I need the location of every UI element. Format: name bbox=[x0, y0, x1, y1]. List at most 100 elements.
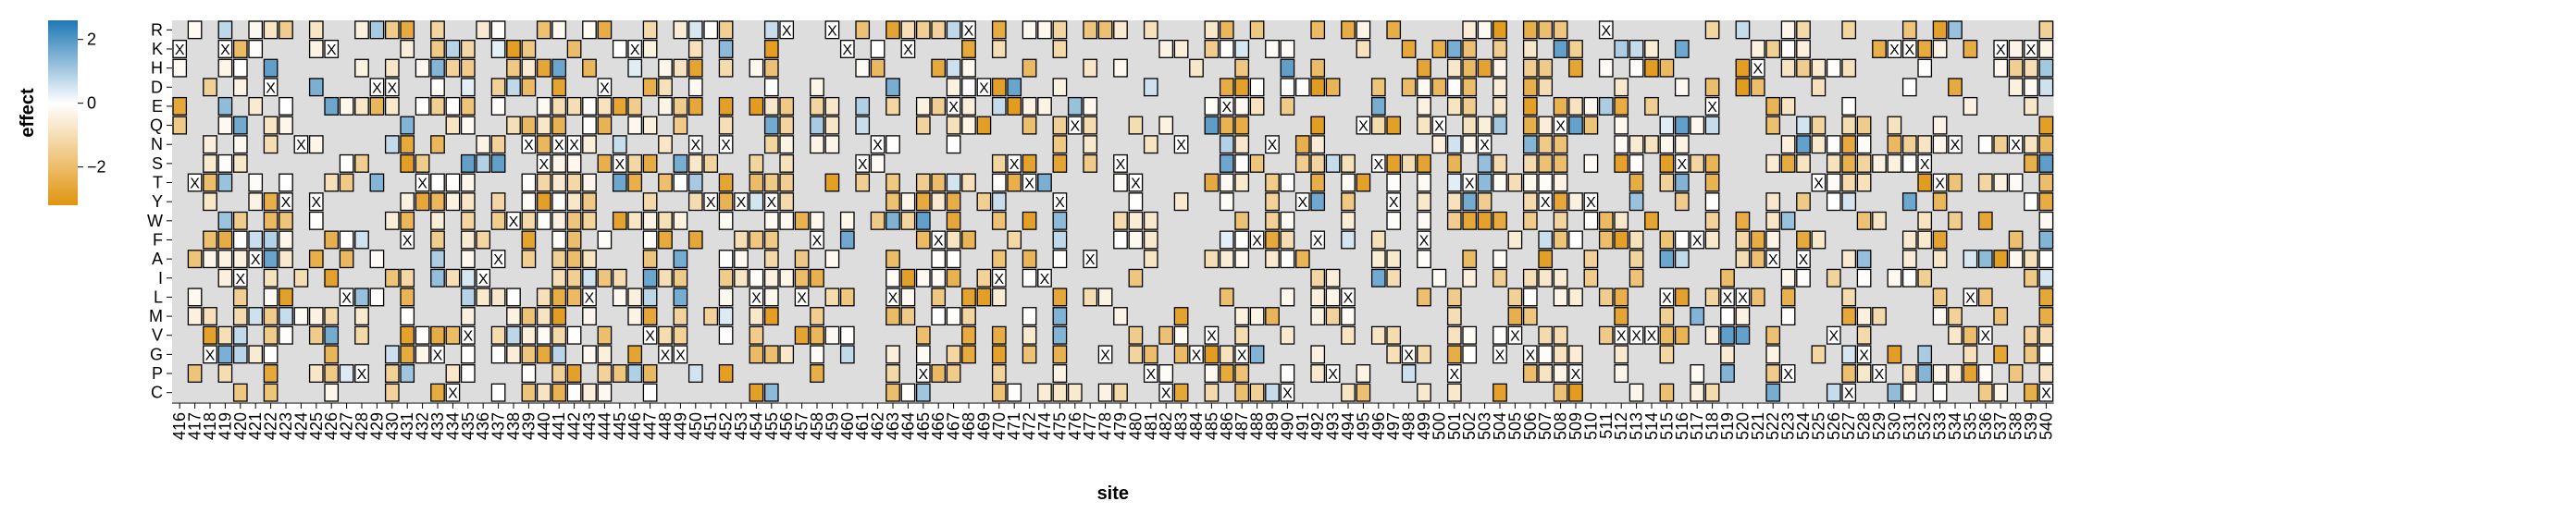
wildtype-marker: X bbox=[964, 23, 974, 39]
heatmap-cell bbox=[1704, 78, 1720, 97]
heatmap-cell bbox=[1735, 58, 1751, 78]
heatmap-cell bbox=[1765, 383, 1781, 402]
heatmap-cell-wildtype bbox=[460, 325, 476, 345]
heatmap-cell bbox=[308, 135, 324, 154]
heatmap-cell bbox=[946, 307, 961, 326]
heatmap-cell bbox=[1492, 96, 1507, 116]
heatmap-cell bbox=[1811, 116, 1827, 135]
heatmap-cell bbox=[1386, 173, 1402, 192]
heatmap-cell bbox=[1690, 153, 1705, 173]
wildtype-marker: X bbox=[918, 367, 928, 383]
heatmap-cell bbox=[627, 345, 643, 364]
heatmap-cell bbox=[779, 211, 795, 230]
heatmap-cell bbox=[1993, 58, 2009, 78]
wildtype-marker: X bbox=[1373, 157, 1383, 173]
heatmap-cell bbox=[1446, 287, 1462, 307]
heatmap-cell bbox=[1265, 192, 1280, 212]
heatmap-cell bbox=[1522, 192, 1538, 212]
heatmap-cell bbox=[642, 116, 658, 135]
heatmap-cell bbox=[521, 40, 537, 58]
heatmap-cell bbox=[460, 192, 476, 212]
heatmap-cell bbox=[1265, 307, 1280, 326]
heatmap-cell-wildtype bbox=[1674, 153, 1690, 173]
heatmap-cell bbox=[931, 20, 947, 40]
x-tick-label: 526 bbox=[1825, 412, 1843, 440]
heatmap-cell bbox=[460, 96, 476, 116]
heatmap-cell bbox=[460, 153, 476, 173]
heatmap-cell bbox=[763, 96, 779, 116]
wildtype-marker: X bbox=[509, 214, 519, 230]
heatmap-cell bbox=[749, 173, 764, 192]
heatmap-cell bbox=[506, 307, 521, 326]
y-tick-label: E bbox=[152, 97, 163, 116]
heatmap-cell bbox=[1370, 230, 1386, 250]
heatmap-cell bbox=[263, 307, 279, 326]
heatmap-cell-wildtype bbox=[870, 135, 886, 154]
heatmap-cell bbox=[946, 268, 961, 287]
x-tick-label: 484 bbox=[1187, 412, 1206, 440]
heatmap-cell bbox=[1492, 20, 1507, 40]
x-tick-label: 421 bbox=[246, 412, 265, 440]
heatmap-cell-wildtype bbox=[1401, 345, 1417, 364]
heatmap-cell bbox=[1052, 250, 1068, 269]
heatmap-cell bbox=[1265, 383, 1280, 402]
heatmap-cell bbox=[354, 58, 369, 78]
heatmap-cell bbox=[1083, 135, 1098, 154]
heatmap-cell bbox=[384, 96, 400, 116]
heatmap-cell bbox=[324, 230, 340, 250]
heatmap-cell bbox=[1052, 20, 1068, 40]
heatmap-cell-wildtype bbox=[506, 211, 521, 230]
wildtype-marker: X bbox=[251, 252, 261, 268]
heatmap-cell-wildtype bbox=[1173, 135, 1189, 154]
heatmap-cell bbox=[430, 250, 445, 269]
wildtype-marker: X bbox=[1252, 233, 1262, 249]
heatmap-cell bbox=[946, 116, 961, 135]
heatmap-cell bbox=[1538, 364, 1554, 384]
x-tick-label: 474 bbox=[1035, 412, 1054, 440]
heatmap-cell bbox=[1568, 230, 1583, 250]
heatmap-cell bbox=[1022, 96, 1037, 116]
heatmap-cell bbox=[460, 364, 476, 384]
heatmap-cell bbox=[991, 345, 1007, 364]
heatmap-cell bbox=[718, 96, 734, 116]
x-tick-label: 427 bbox=[338, 412, 356, 440]
heatmap-cell bbox=[1386, 116, 1402, 135]
heatmap-cell bbox=[1356, 383, 1371, 402]
heatmap-cell bbox=[886, 307, 900, 326]
heatmap-cell bbox=[263, 287, 279, 307]
heatmap-cell-wildtype bbox=[490, 250, 506, 269]
heatmap-cell bbox=[248, 345, 264, 364]
heatmap-cell bbox=[1735, 325, 1751, 345]
heatmap-cell bbox=[718, 268, 734, 287]
heatmap-cell bbox=[1052, 78, 1068, 97]
heatmap-cell bbox=[566, 40, 582, 58]
heatmap-cell bbox=[1158, 40, 1174, 58]
heatmap-cell bbox=[1386, 250, 1402, 269]
heatmap-cell bbox=[1462, 345, 1478, 364]
heatmap-cell-wildtype bbox=[1872, 364, 1887, 384]
heatmap-cell bbox=[1674, 135, 1690, 154]
heatmap-cell-wildtype bbox=[1901, 40, 1917, 58]
heatmap-cell bbox=[415, 96, 430, 116]
heatmap-cell bbox=[627, 173, 643, 192]
heatmap-cell bbox=[1265, 211, 1280, 230]
heatmap-cell bbox=[915, 173, 931, 192]
heatmap-cell bbox=[1143, 78, 1158, 97]
wildtype-marker: X bbox=[1344, 290, 1354, 306]
heatmap-cell bbox=[931, 58, 947, 78]
heatmap-cell bbox=[1128, 116, 1144, 135]
heatmap-cell bbox=[232, 287, 248, 307]
heatmap-cell bbox=[203, 325, 217, 345]
x-tick-label: 458 bbox=[808, 412, 826, 440]
x-tick-label: 472 bbox=[1021, 412, 1039, 440]
heatmap-cell bbox=[1780, 307, 1796, 326]
heatmap-cell bbox=[597, 268, 613, 287]
heatmap-cell bbox=[1477, 192, 1492, 212]
heatmap-cell bbox=[217, 268, 233, 287]
heatmap-cell bbox=[384, 135, 400, 154]
heatmap-cell-wildtype bbox=[384, 78, 400, 97]
heatmap-cell bbox=[597, 153, 613, 173]
heatmap-cell bbox=[1674, 40, 1690, 58]
heatmap-cell bbox=[1598, 230, 1614, 250]
